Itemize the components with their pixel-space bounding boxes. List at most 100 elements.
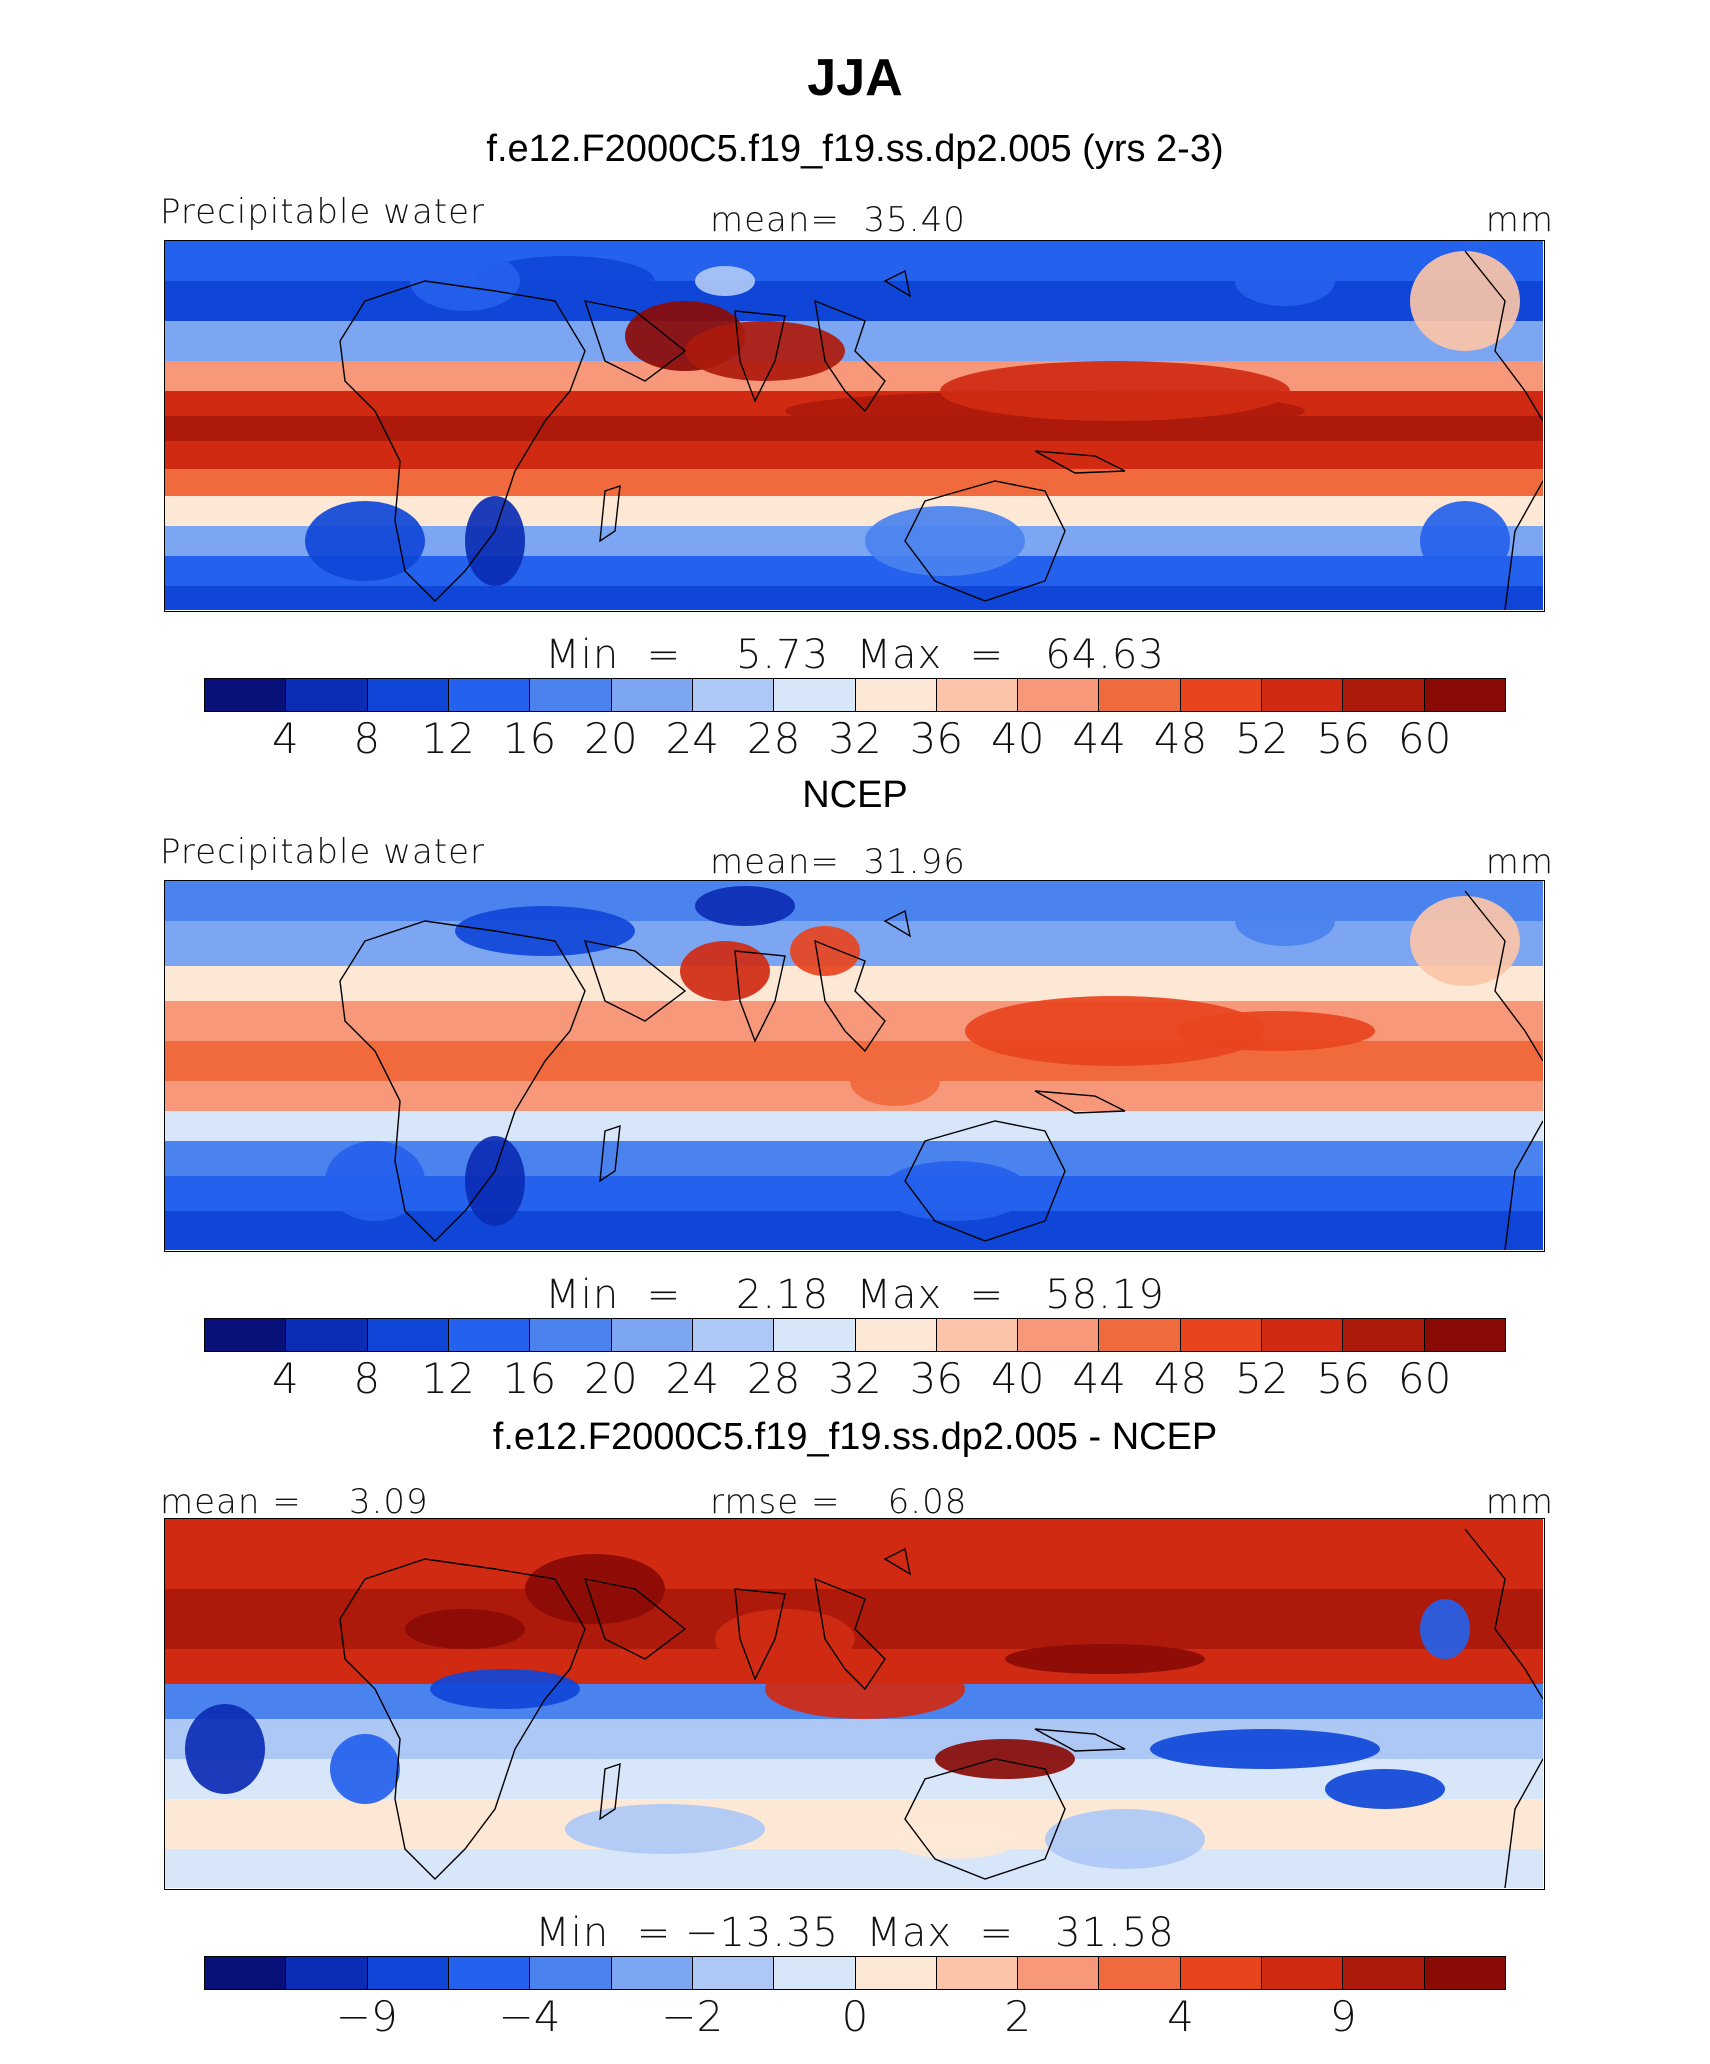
colorbar-tick-label: 4 <box>272 714 299 763</box>
colorbar-swatch <box>774 1957 856 1989</box>
colorbar-swatch <box>936 1957 1019 1989</box>
coastline <box>599 1124 621 1183</box>
panel-3-subtitle: f.e12.F2000C5.f19_f19.ss.dp2.005 - NCEP <box>492 1416 1218 1458</box>
field-blob <box>1005 1644 1205 1674</box>
field-blob <box>405 1609 525 1649</box>
panel-1-subtitle: f.e12.F2000C5.f19_f19.ss.dp2.005 (yrs 2-… <box>486 128 1224 170</box>
field-blob <box>1420 501 1510 581</box>
field-blob <box>890 1819 1020 1859</box>
field-band <box>165 1111 1543 1141</box>
field-blob <box>1235 256 1335 306</box>
coastline <box>583 300 687 382</box>
coastline <box>814 299 886 413</box>
colorbar-tick-label: 32 <box>828 1354 882 1403</box>
coastline <box>339 920 586 1242</box>
colorbar-swatch <box>205 1957 287 1989</box>
colorbar-tick-label: 44 <box>1072 1354 1126 1403</box>
colorbar-tick-label: 8 <box>353 1354 381 1403</box>
main-title: JJA <box>807 49 903 107</box>
coastline <box>1464 890 1543 1062</box>
panel-1-minmax: Min = 5.73 Max = 64.63 <box>545 632 1165 678</box>
colorbar-tick-label: 52 <box>1235 1354 1289 1403</box>
field-blob <box>850 1056 940 1106</box>
field-blob <box>465 1136 525 1226</box>
colorbar-swatch <box>611 1319 693 1351</box>
colorbar-swatch <box>1018 1319 1100 1351</box>
field-band <box>165 361 1543 391</box>
colorbar-swatch <box>1018 1957 1100 1989</box>
colorbar-tick-label: 4 <box>272 1354 299 1403</box>
coastline <box>734 950 786 1043</box>
coastline <box>1034 1728 1126 1752</box>
field-blob <box>685 321 845 381</box>
colorbar-tick-label: 60 <box>1397 714 1452 763</box>
colorbar-swatch <box>1424 1319 1505 1351</box>
panel-2-minmax: Min = 2.18 Max = 58.19 <box>545 1272 1165 1318</box>
field-band <box>165 321 1543 361</box>
colorbar-swatch <box>530 679 612 711</box>
colorbar-tick-label: 16 <box>502 714 557 763</box>
field-band <box>165 1849 1543 1888</box>
colorbar-tick-label: 44 <box>1072 714 1126 763</box>
field-band <box>165 469 1543 496</box>
coastline <box>734 1588 786 1681</box>
panel-2-mean-label: mean= 31.96 <box>710 842 966 882</box>
colorbar-swatch <box>448 1319 531 1351</box>
field-blob <box>410 251 520 311</box>
colorbar-swatch <box>1424 679 1505 711</box>
field-blob <box>1420 1599 1470 1659</box>
colorbar-swatch <box>1180 679 1263 711</box>
colorbar-tick-label: 4 <box>1167 1992 1194 2041</box>
panel-1-map <box>164 240 1545 612</box>
coastline <box>904 480 1066 602</box>
colorbar-tick-label: −2 <box>661 1992 724 2041</box>
panel-2-variable-label: Precipitable water <box>160 832 486 872</box>
panel-1-units-label: mm <box>1485 200 1554 240</box>
panel-2-subtitle: NCEP <box>802 774 908 816</box>
colorbar-swatch <box>1424 1957 1505 1989</box>
colorbar-tick-label: 2 <box>1004 1992 1032 2041</box>
field-blob <box>1235 896 1335 946</box>
field-blob <box>525 1554 665 1624</box>
colorbar-swatch <box>205 1319 287 1351</box>
field-band <box>165 441 1543 469</box>
field-blob <box>880 1161 1030 1221</box>
colorbar-swatch <box>936 1319 1019 1351</box>
panel-3-mean-label: mean = 3.09 <box>160 1482 429 1522</box>
field-blob <box>325 1141 425 1221</box>
colorbar-swatch <box>855 1957 937 1989</box>
colorbar-swatch <box>205 679 287 711</box>
colorbar-swatch <box>448 679 531 711</box>
field-band <box>165 586 1543 610</box>
colorbar-swatch <box>1180 1319 1263 1351</box>
colorbar-tick-label: 48 <box>1153 714 1208 763</box>
field-blob <box>1150 1729 1380 1769</box>
colorbar-swatch <box>1099 1957 1181 1989</box>
coastline <box>814 939 886 1053</box>
coastline <box>883 1547 911 1576</box>
colorbar-tick-label: 28 <box>746 1354 801 1403</box>
colorbar-swatch <box>692 679 775 711</box>
field-blob <box>185 1704 265 1794</box>
colorbar-tick-label: 20 <box>584 1354 638 1403</box>
colorbar-swatch <box>530 1957 612 1989</box>
colorbar-tick-label: 32 <box>828 714 882 763</box>
panel-3-units-label: mm <box>1485 1482 1554 1522</box>
colorbar-tick-label: 12 <box>421 714 475 763</box>
colorbar-swatch <box>1262 1957 1344 1989</box>
coastline <box>583 1578 687 1660</box>
colorbar-tick-label: 16 <box>502 1354 557 1403</box>
colorbar-swatch <box>1018 679 1100 711</box>
colorbar-swatch <box>611 679 693 711</box>
field-blob <box>865 506 1025 576</box>
field-blob <box>695 266 755 296</box>
panel-2-colorbar <box>204 1318 1506 1352</box>
colorbar-swatch <box>286 1957 368 1989</box>
panel-3-map-svg <box>165 1519 1543 1888</box>
field-blob <box>790 926 860 976</box>
field-blob <box>330 1734 400 1804</box>
colorbar-swatch <box>1099 679 1181 711</box>
coastline <box>1034 450 1126 474</box>
colorbar-tick-label: 48 <box>1153 1354 1208 1403</box>
colorbar-tick-label: 28 <box>746 714 801 763</box>
